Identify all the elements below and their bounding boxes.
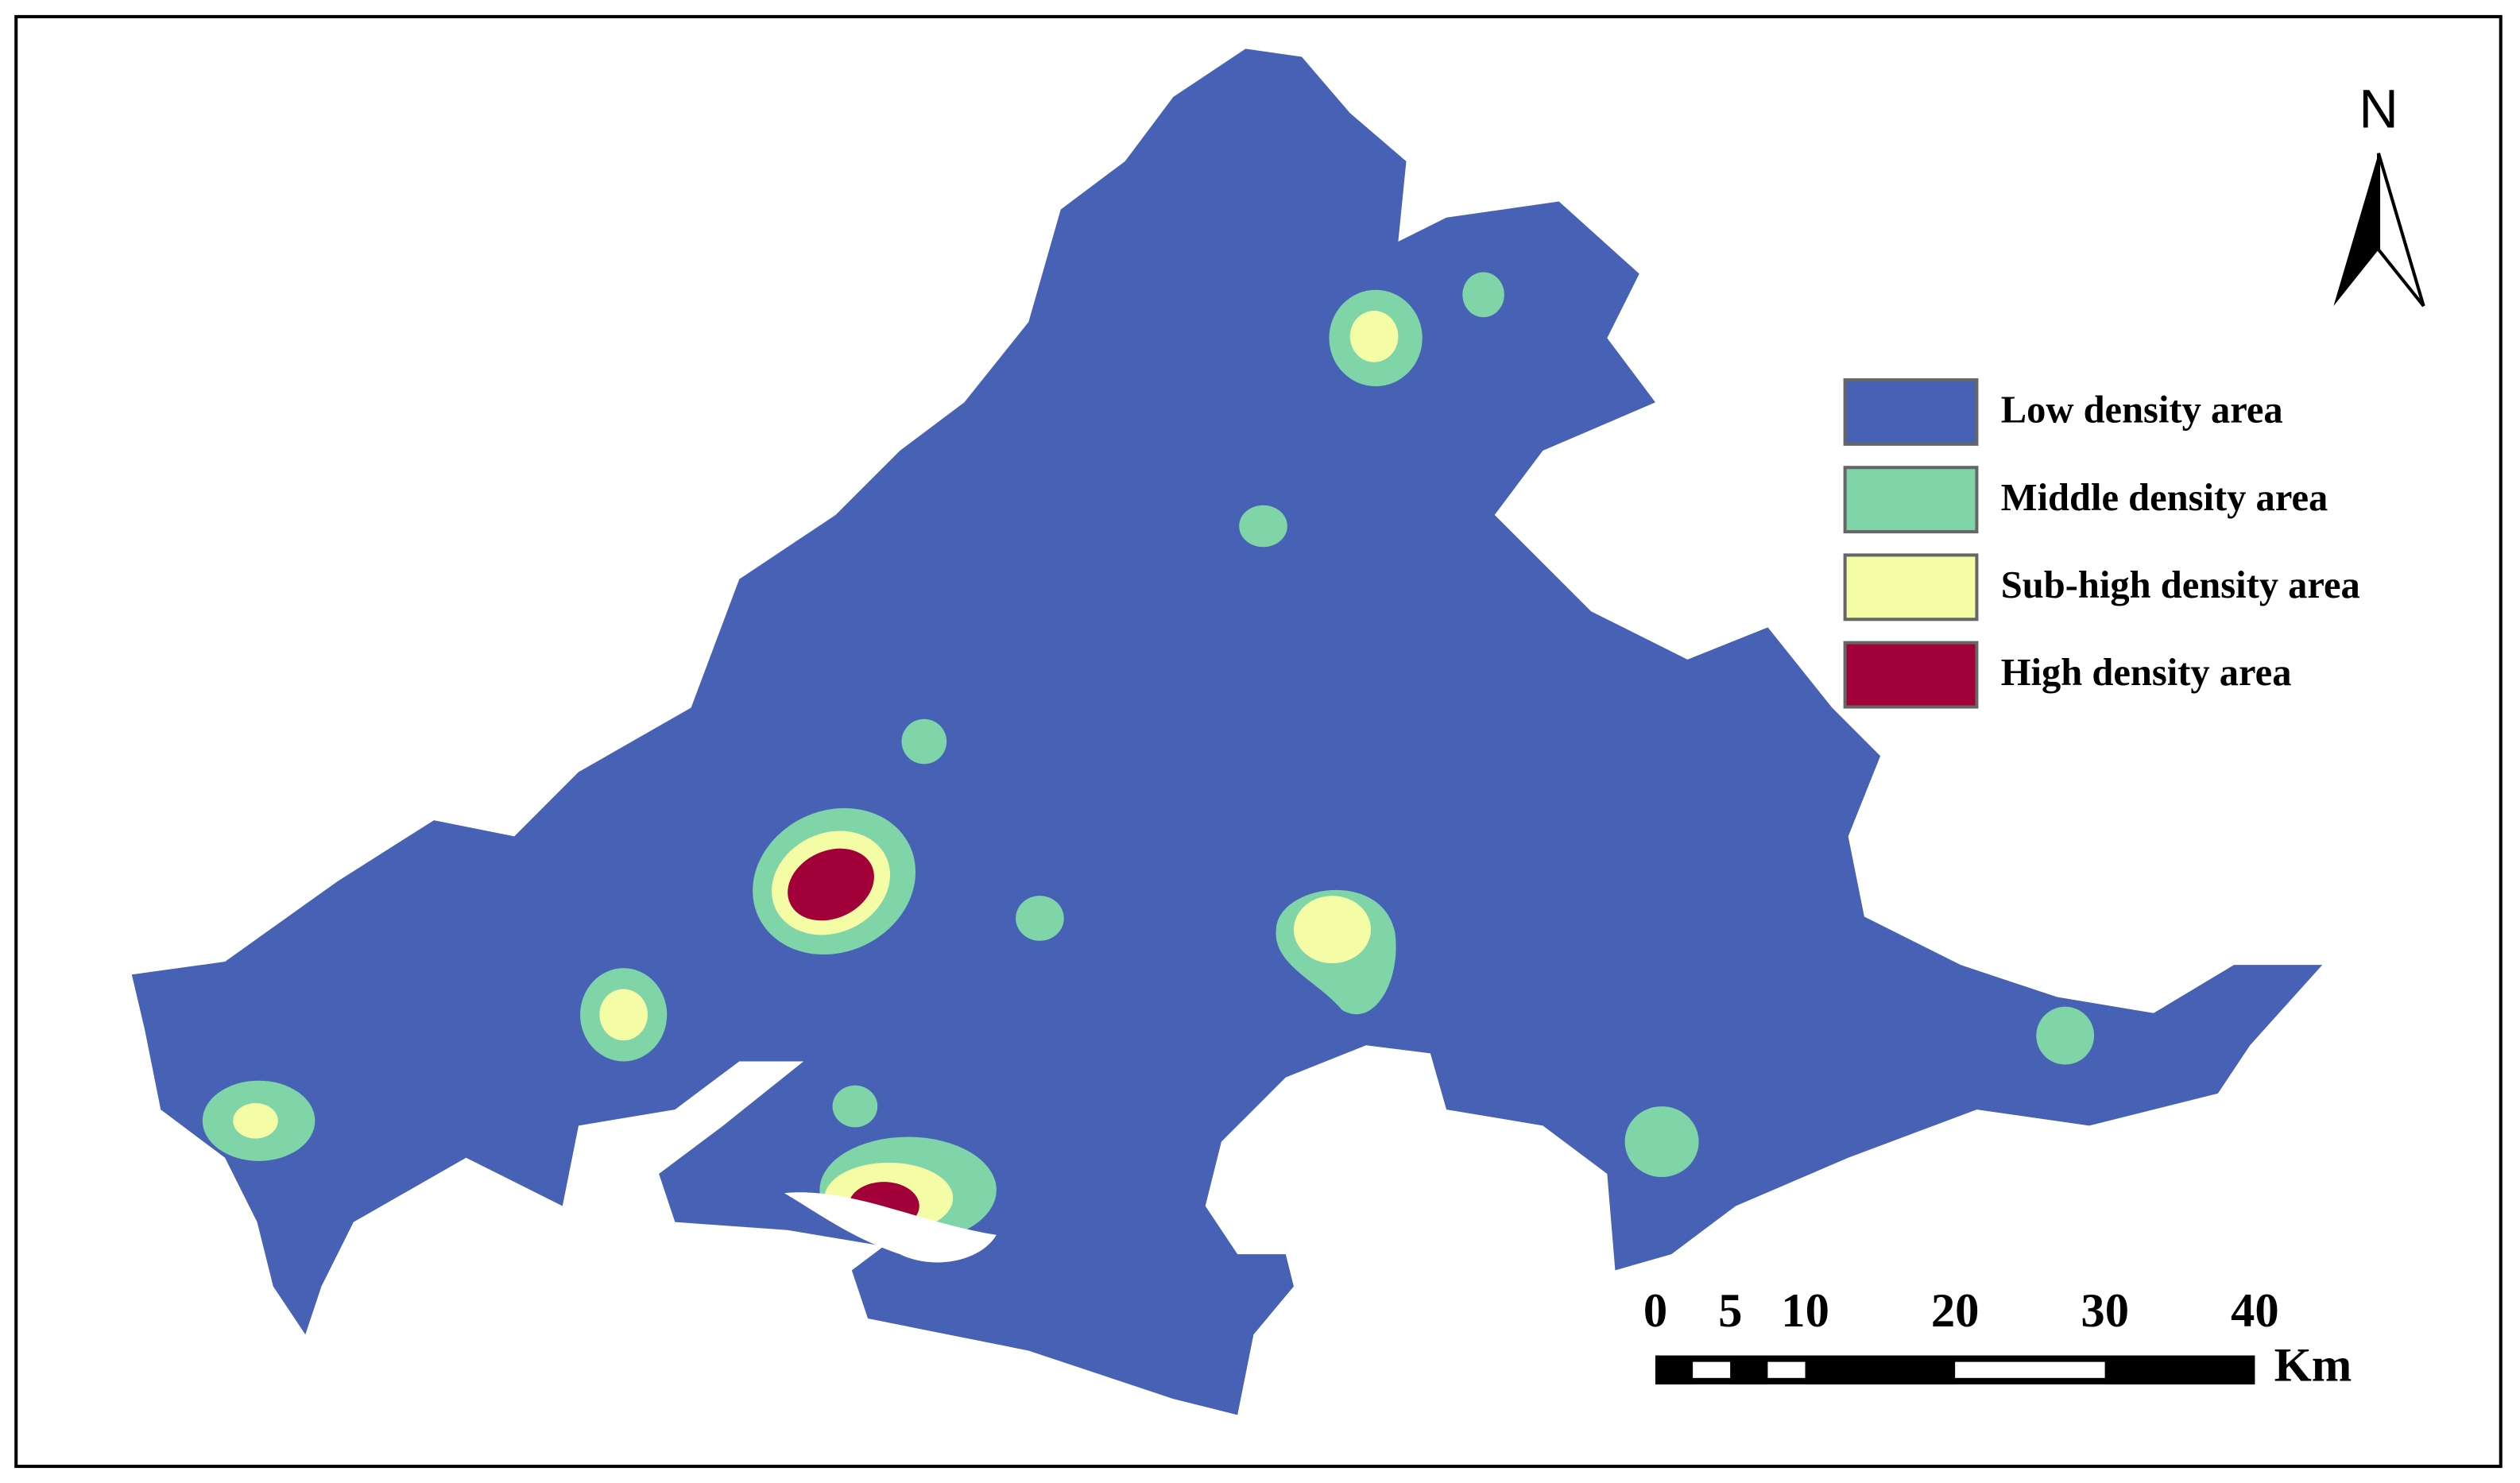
legend-label: High density area: [2001, 652, 2292, 694]
legend-swatch: [1843, 553, 1979, 621]
middle-density-region: [901, 718, 947, 765]
scale-tick-label: 20: [1931, 1284, 1980, 1338]
scale-tick-label: 10: [1781, 1284, 1829, 1338]
low-density-region: [131, 48, 2323, 1415]
middle-density-region: [1624, 1106, 1699, 1178]
scale-segment-white: [1955, 1361, 2105, 1378]
sub-high-density-region: [1349, 311, 1399, 362]
middle-density-region: [1239, 505, 1287, 548]
north-arrow-left: [2333, 153, 2379, 306]
scale-segment-black: [1730, 1355, 1768, 1384]
middle-density-region: [832, 1085, 878, 1128]
legend-swatch: [1843, 378, 1979, 446]
scale-segment-black: [1655, 1355, 1694, 1384]
scale-segment-white: [1767, 1361, 1806, 1378]
sub-high-density-region: [233, 1103, 278, 1139]
middle-density-region: [1462, 272, 1504, 318]
north-label: N: [2359, 78, 2398, 139]
legend-swatch: [1843, 466, 1979, 534]
middle-density-region: [1016, 896, 1064, 941]
scale-tick-label: 40: [2231, 1284, 2279, 1338]
scale-tick-label: 0: [1643, 1284, 1667, 1338]
scale-segment-black: [1805, 1355, 1956, 1384]
bay: [784, 1192, 997, 1263]
legend-swatch: [1843, 641, 1979, 709]
sub-high-density-region: [599, 989, 648, 1041]
legend: Low density area Middle density area Sub-h…: [1843, 378, 2360, 709]
scale-segment-black: [2104, 1355, 2255, 1384]
land: [131, 48, 2323, 1415]
scale-segment-white: [1693, 1361, 1731, 1378]
north-arrow-right: [2377, 153, 2425, 308]
legend-label: Sub-high density area: [2001, 564, 2360, 606]
scale-tick-label: 5: [1718, 1284, 1742, 1338]
scale-unit: Km: [2274, 1339, 2352, 1392]
scale-tick-label: 30: [2081, 1284, 2129, 1338]
sub-high-density-region: [1293, 896, 1372, 964]
middle-density-region: [2036, 1006, 2095, 1065]
legend-label: Middle density area: [2001, 477, 2328, 519]
legend-label: Low density area: [2001, 389, 2283, 432]
high-density-region: [788, 848, 874, 921]
north-arrow: N: [2333, 78, 2425, 308]
